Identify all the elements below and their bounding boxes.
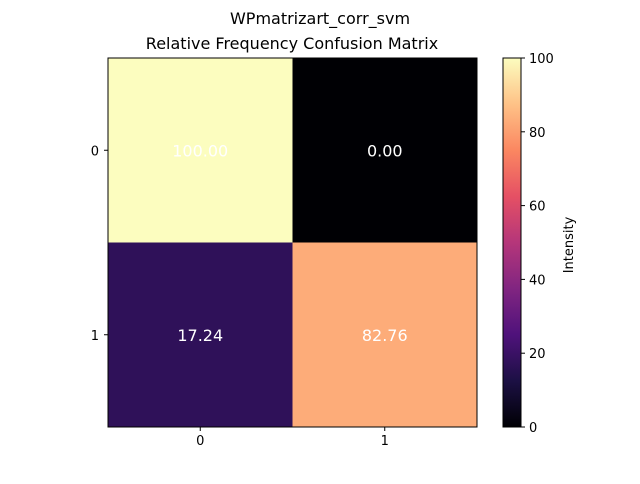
y-tick-label-1: 1 — [91, 329, 99, 344]
cell-value-label-1-1: 82.76 — [362, 326, 408, 345]
heatmap-cell-1-0 — [108, 242, 293, 427]
colorbar-tick-label-2: 40 — [529, 273, 546, 288]
y-tick-label-0: 0 — [91, 144, 99, 159]
x-tick-label-0: 0 — [196, 434, 204, 449]
colorbar-tick-label-0: 0 — [529, 421, 537, 436]
chart-suptitle: WPmatrizart_corr_svm — [230, 9, 410, 29]
cell-value-label-0-0: 100.00 — [172, 141, 228, 160]
chart-title: Relative Frequency Confusion Matrix — [146, 34, 438, 53]
cell-value-label-1-0: 17.24 — [177, 326, 223, 345]
colorbar-axis: 0 20 40 60 80 100 — [521, 52, 554, 436]
heatmap-cell-0-0 — [108, 58, 293, 243]
colorbar — [502, 57, 522, 428]
colorbar-tick-label-4: 80 — [529, 126, 546, 141]
heatmap-cell-1-1 — [292, 242, 477, 427]
heatmap-frame — [107, 57, 478, 428]
y-axis: 01 — [91, 144, 108, 344]
colorbar-label: Intensity — [562, 216, 577, 273]
heatmap-cells — [108, 58, 477, 427]
cell-value-label-0-1: 0.00 — [367, 141, 403, 160]
colorbar-tick-label-5: 100 — [529, 52, 554, 67]
heatmap-labels: 100.00 0.00 17.24 82.76 — [172, 141, 407, 345]
heatmap-cell-0-1 — [292, 58, 477, 243]
colorbar-tick-label-1: 20 — [529, 347, 546, 362]
colorbar-tick-label-3: 60 — [529, 200, 546, 215]
x-tick-label-1: 1 — [381, 434, 389, 449]
